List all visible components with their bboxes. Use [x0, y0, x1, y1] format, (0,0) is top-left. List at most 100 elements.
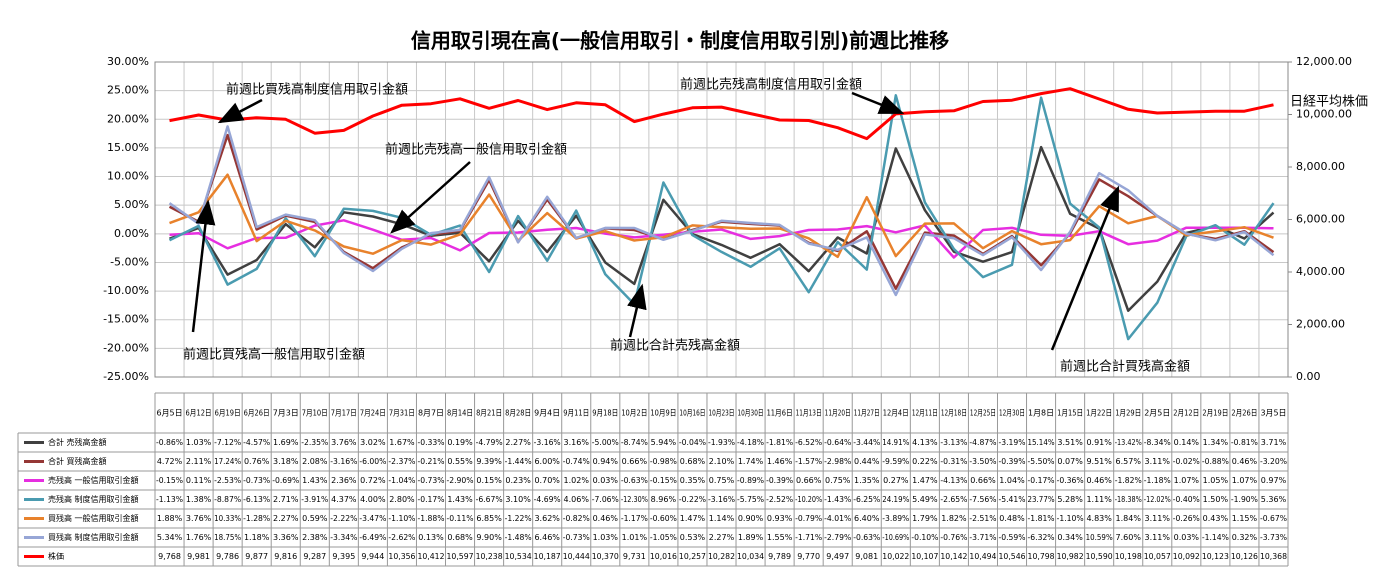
table-value: 0.72%: [360, 476, 386, 485]
x-tick-label: 12月30日: [999, 409, 1025, 418]
table-value: -2.37%: [388, 457, 415, 466]
table-value: 0.59%: [302, 514, 328, 523]
table-value: 0.44%: [854, 457, 880, 466]
table-value: -12.02%: [1144, 495, 1171, 504]
table-value: 1.34%: [1203, 438, 1229, 447]
x-tick-label: 8月14日: [447, 409, 473, 418]
table-value: -4.79%: [476, 438, 503, 447]
x-tick-label: 12月18日: [941, 409, 967, 418]
table-value: -1.48%: [505, 533, 532, 542]
table-value: 1.02%: [564, 476, 590, 485]
table-value: 10,546: [998, 552, 1025, 561]
x-tick-label: 7月3日: [273, 409, 299, 418]
table-value: 0.27%: [883, 476, 909, 485]
table-value: -7.56%: [969, 495, 996, 504]
table-value: -3.16%: [534, 438, 561, 447]
table-value: -1.81%: [1028, 514, 1055, 523]
x-tick-label: 6月12日: [186, 409, 212, 418]
table-value: 1.88%: [157, 514, 183, 523]
table-value: -2.51%: [969, 514, 996, 523]
table-value: -7.12%: [214, 438, 241, 447]
table-value: -8.34%: [1144, 438, 1171, 447]
y-tick-label: 25.00%: [107, 84, 149, 97]
table-value: 1.82%: [941, 514, 967, 523]
table-value: -1.18%: [1144, 476, 1171, 485]
x-tick-label: 1月15日: [1057, 409, 1083, 418]
table-value: -0.22%: [679, 495, 706, 504]
table-value: 10,123: [1202, 552, 1229, 561]
legend-label: 売残高 一般信用取引金額: [48, 475, 139, 485]
table-value: -3.47%: [359, 514, 386, 523]
x-tick-label: 12月25日: [970, 409, 996, 418]
table-value: 2.36%: [331, 476, 357, 485]
x-tick-label: 2月5日: [1144, 409, 1170, 418]
table-value: 5.94%: [651, 438, 677, 447]
table-value: 10.59%: [1086, 533, 1113, 542]
table-value: 3.16%: [564, 438, 590, 447]
table-value: -1.90%: [1231, 495, 1258, 504]
table-value: -3.91%: [301, 495, 328, 504]
table-value: 1.05%: [1203, 476, 1229, 485]
x-tick-label: 2月12日: [1173, 409, 1199, 418]
table-value: 10,590: [1086, 552, 1113, 561]
table-value: 0.66%: [970, 476, 996, 485]
y-tick-label: 20.00%: [107, 112, 149, 125]
table-value: -1.57%: [795, 457, 822, 466]
table-value: -0.73%: [563, 533, 590, 542]
x-tick-label: 10月16日: [679, 409, 705, 418]
table-value: -0.89%: [737, 476, 764, 485]
table-value: 3.02%: [360, 438, 386, 447]
table-value: -2.35%: [301, 438, 328, 447]
table-value: 0.15%: [476, 476, 502, 485]
x-tick-label: 8月7日: [418, 409, 444, 418]
y2-tick-label: 10,000.00: [1296, 108, 1352, 121]
table-value: -1.81%: [766, 438, 793, 447]
table-value: 3.36%: [273, 533, 299, 542]
table-value: 3.71%: [1261, 438, 1287, 447]
x-tick-label: 10月23日: [708, 409, 734, 418]
table-value: -4.69%: [534, 495, 561, 504]
table-value: 9,877: [245, 552, 268, 561]
table-value: -9.59%: [882, 457, 909, 466]
x-tick-label: 12月4日: [883, 409, 909, 418]
table-value: -1.05%: [650, 533, 677, 542]
table-value: 10,016: [650, 552, 677, 561]
table-value: 2.80%: [389, 495, 415, 504]
table-value: 1.55%: [767, 533, 793, 542]
table-value: -0.39%: [766, 476, 793, 485]
table-value: 10,057: [1144, 552, 1171, 561]
table-value: -0.63%: [853, 533, 880, 542]
table-value: 0.76%: [244, 457, 270, 466]
table-value: 1.47%: [912, 476, 938, 485]
table-value: -3.16%: [708, 495, 735, 504]
y-tick-label: -25.00%: [103, 370, 149, 383]
table-value: -3.71%: [969, 533, 996, 542]
y2-tick-label: 8,000.00: [1296, 160, 1345, 173]
x-tick-label: 9月18日: [592, 409, 618, 418]
table-value: 10,198: [1115, 552, 1142, 561]
table-value: 4.13%: [912, 438, 938, 447]
table-value: -0.11%: [447, 514, 474, 523]
series-line: [169, 219, 1274, 259]
table-value: -2.90%: [447, 476, 474, 485]
table-value: -6.52%: [795, 438, 822, 447]
table-value: -1.82%: [1115, 476, 1142, 485]
table-value: 4.37%: [331, 495, 357, 504]
chart-title: 信用取引現在高(一般信用取引・制度信用取引別)前週比推移: [411, 29, 949, 53]
x-tick-label: 11月20日: [825, 409, 851, 418]
y-tick-label: -5.00%: [110, 255, 149, 268]
table-value: -8.74%: [621, 438, 648, 447]
table-value: -6.13%: [243, 495, 270, 504]
y-tick-label: -20.00%: [103, 341, 149, 354]
y2-tick-label: 2,000.00: [1296, 318, 1345, 331]
table-value: 17.24%: [214, 457, 241, 466]
x-tick-label: 1月8日: [1028, 409, 1054, 418]
table-value: 4.06%: [564, 495, 590, 504]
annotation: 前週比売残高一般信用取引金額: [385, 142, 567, 158]
table-value: 1.03%: [593, 533, 619, 542]
table-value: -1.22%: [505, 514, 532, 523]
table-value: 3.51%: [1057, 438, 1083, 447]
table-value: 1.07%: [1232, 476, 1258, 485]
table-value: -1.10%: [1057, 514, 1084, 523]
table-value: 0.70%: [534, 476, 560, 485]
